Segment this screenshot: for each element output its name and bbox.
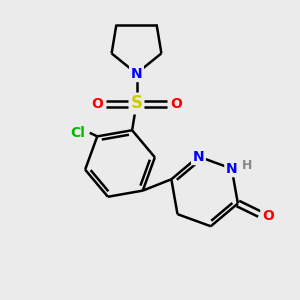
Text: H: H <box>242 159 253 172</box>
Text: S: S <box>130 94 142 112</box>
Text: N: N <box>131 67 142 80</box>
Text: Cl: Cl <box>70 126 85 140</box>
Text: O: O <box>170 97 182 110</box>
Text: N: N <box>193 149 204 164</box>
Text: O: O <box>262 209 274 224</box>
Text: O: O <box>91 97 103 110</box>
Text: N: N <box>226 162 238 176</box>
